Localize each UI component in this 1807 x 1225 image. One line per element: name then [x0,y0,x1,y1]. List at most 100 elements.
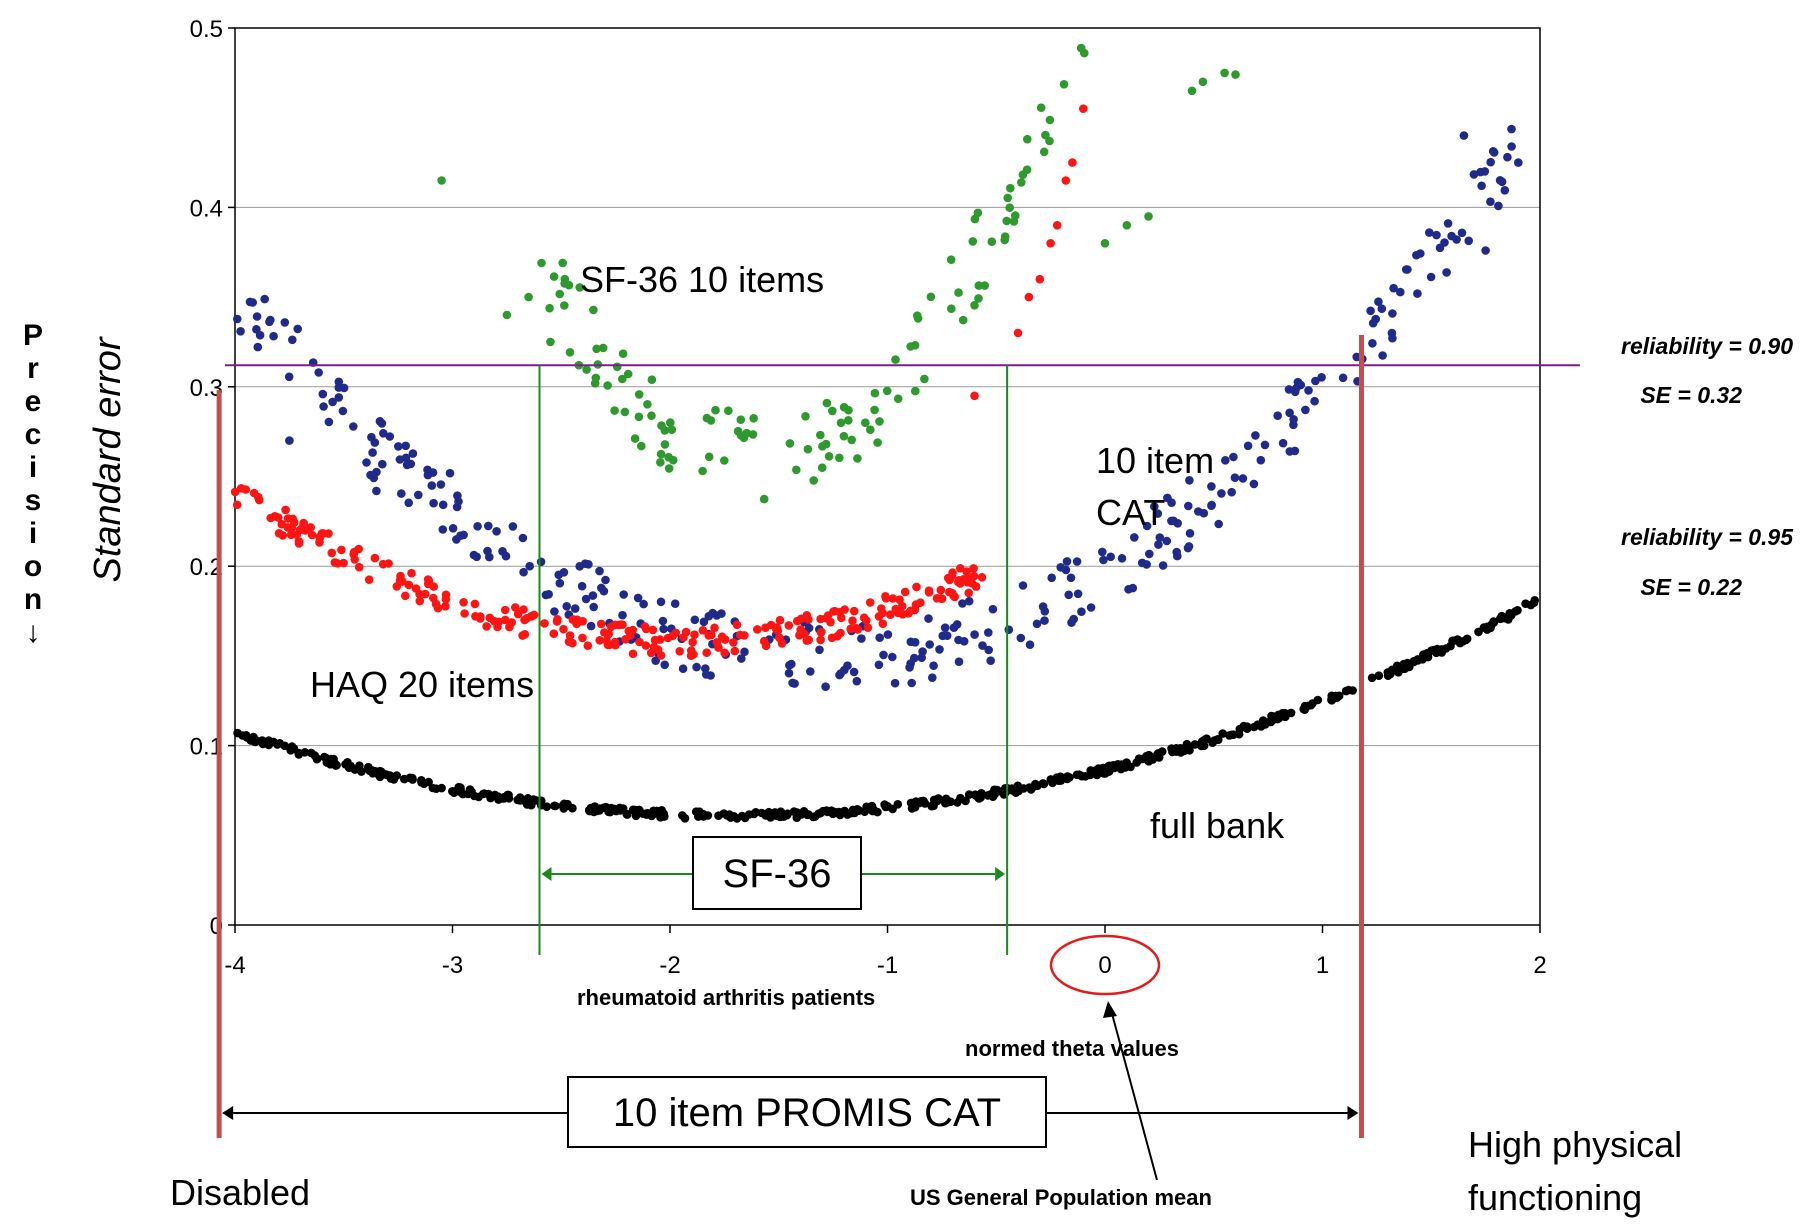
point-10-item-cat [436,480,446,489]
point-10-item-cat [1377,304,1387,314]
point-sf-36-10-items [647,411,656,421]
sf36-range-box [692,836,862,910]
point-sf-36-10-items [558,258,567,268]
point-10-item-cat [339,383,349,393]
point-haq-20-items [339,558,348,568]
point-sf-36-10-items [1045,115,1055,125]
point-full-bank [1258,718,1268,728]
point-10-item-cat [737,654,746,663]
point-haq-20-items [621,635,630,644]
point-haq-20-items [354,544,364,554]
promis-range-arrowhead-left [222,1106,234,1120]
point-10-item-cat [633,593,643,603]
point-10-item-cat [660,660,669,670]
point-sf-36-10-items [620,407,630,417]
point-full-bank [1144,750,1154,760]
point-sf-36-10-items [1198,77,1208,87]
point-10-item-cat [597,583,606,593]
point-haq-20-items [895,595,904,604]
point-haq-20-items [572,615,582,624]
point-sf-36-10-items [666,418,675,427]
point-10-item-cat [1098,547,1107,557]
point-haq-20-items [1079,104,1088,113]
point-10-item-cat [1273,411,1282,421]
point-10-item-cat [233,314,242,324]
point-haq-20-items [420,589,430,599]
x-tick-label: -4 [224,952,245,979]
point-haq-20-items [977,573,987,582]
point-10-item-cat [483,546,492,556]
point-10-item-cat [1214,519,1223,529]
point-10-item-cat [875,633,884,642]
point-10-item-cat [501,551,511,561]
point-haq-20-items [1046,239,1055,248]
point-full-bank [1269,715,1278,724]
point-10-item-cat [1172,547,1181,557]
point-sf-36-10-items [656,449,666,459]
sf36-range-arrowhead-left [541,867,552,881]
point-haq-20-items [655,635,665,644]
point-sf-36-10-items [866,425,875,435]
point-haq-20-items [1013,328,1023,338]
point-sf-36-10-items [1003,193,1012,203]
point-10-item-cat [1238,474,1248,483]
point-haq-20-items [1061,176,1071,185]
point-10-item-cat [601,575,610,585]
point-sf-36-10-items [736,415,746,425]
point-sf-36-10-items [844,405,853,415]
point-full-bank [1026,785,1036,794]
point-10-item-cat [890,678,900,688]
point-10-item-cat [1497,177,1507,187]
point-10-item-cat [1464,236,1473,246]
point-haq-20-items [411,584,421,593]
point-haq-20-items [364,575,374,584]
point-10-item-cat [954,657,964,666]
point-haq-20-items [337,545,346,555]
point-sf-36-10-items [589,305,598,315]
us-mean-arrow [1110,1009,1158,1181]
point-10-item-cat [525,561,534,571]
point-10-item-cat [1457,228,1467,238]
point-full-bank [956,793,965,803]
point-sf-36-10-items [759,494,769,504]
point-full-bank [698,811,707,821]
point-sf-36-10-items [647,375,657,385]
point-full-bank [588,804,598,813]
point-10-item-cat [1038,602,1048,611]
point-sf-36-10-items [792,465,801,475]
point-haq-20-items [520,630,530,639]
point-haq-20-items [970,391,979,401]
point-sf-36-10-items [1023,134,1032,144]
point-sf-36-10-items [1002,216,1011,226]
point-10-item-cat [1072,557,1082,566]
point-sf-36-10-items [1018,170,1028,179]
point-10-item-cat [448,524,458,533]
point-haq-20-items [948,588,957,598]
point-haq-20-items [511,603,520,612]
point-10-item-cat [1047,573,1056,583]
point-10-item-cat [924,614,933,623]
point-full-bank [610,804,619,814]
point-full-bank [1190,740,1200,749]
point-haq-20-items [784,621,794,630]
point-10-item-cat [717,609,726,618]
point-sf-36-10-items [437,176,446,185]
point-full-bank [329,754,338,764]
point-full-bank [843,810,852,819]
point-10-item-cat [1217,489,1226,498]
point-full-bank [860,807,869,816]
point-haq-20-items [278,531,288,540]
point-10-item-cat [1185,476,1194,485]
point-10-item-cat [1130,533,1139,542]
point-sf-36-10-items [742,428,751,438]
point-full-bank [1081,772,1090,781]
point-haq-20-items [500,605,510,615]
sf36-range-box-label: SF-36 [723,852,832,896]
point-full-bank [792,808,802,817]
promis-range-box-label: 10 item PROMIS CAT [613,1091,1001,1135]
point-10-item-cat [367,432,376,442]
point-full-bank [1367,673,1377,683]
point-sf-36-10-items [824,452,834,461]
point-haq-20-items [396,571,405,581]
point-haq-20-items [936,585,946,595]
